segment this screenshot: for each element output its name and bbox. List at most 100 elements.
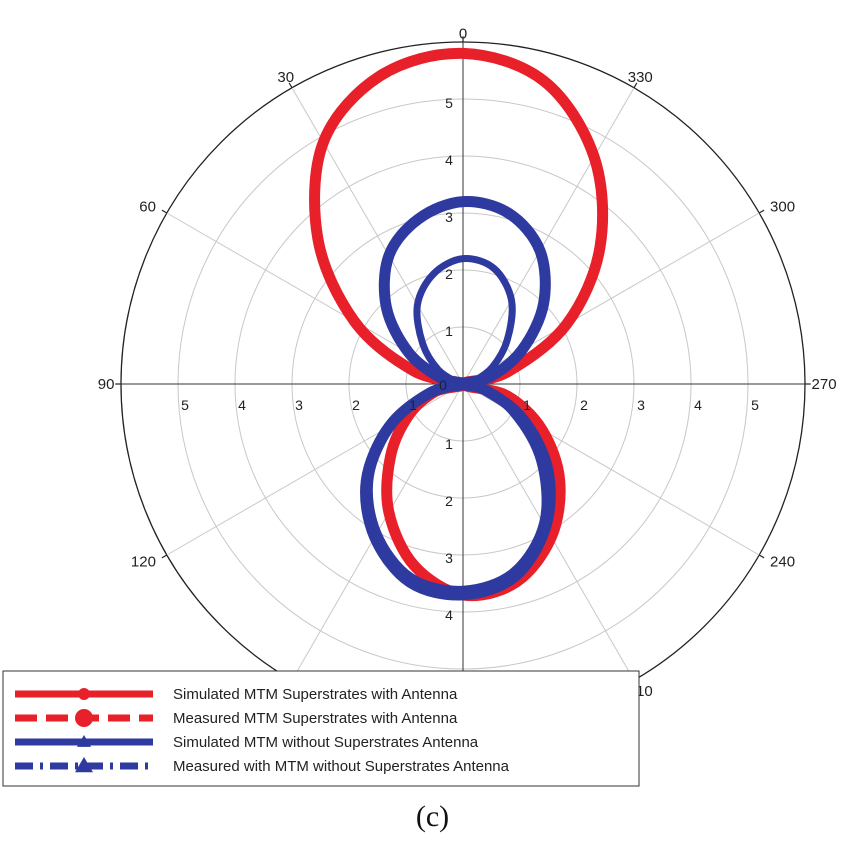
series-2-point-15 (556, 477, 563, 484)
series-line-2 (311, 49, 607, 600)
series-4-point-15 (536, 457, 543, 464)
series-4-point-4 (435, 366, 442, 373)
spoke-tick-120 (161, 554, 168, 559)
series-4-point-2 (414, 302, 421, 309)
series-4-point-23 (490, 265, 497, 272)
legend: Simulated MTM Superstrates with Antenna M… (2, 670, 640, 787)
series-4-point-19 (471, 378, 478, 385)
series-4-point-20 (489, 363, 496, 370)
series-layer (309, 47, 609, 602)
series-4-point-3 (419, 340, 426, 347)
r-tick-left-4: 4 (238, 397, 246, 413)
r-tick-left-3: 3 (295, 397, 303, 413)
series-3-point-21 (539, 299, 548, 308)
series-2-point-5 (410, 367, 417, 374)
series-4-point-11 (408, 573, 415, 580)
r-tick-top-4: 4 (445, 152, 453, 168)
r-tick-0: 0 (439, 377, 447, 393)
legend-label-3: Simulated MTM without Superstrates Anten… (173, 734, 479, 751)
series-2-point-14 (548, 534, 555, 541)
legend-marker-3 (77, 735, 91, 747)
series-2-point-20 (563, 321, 570, 328)
series-4-point-7 (432, 388, 439, 395)
series-4-point-5 (454, 379, 461, 386)
series-2-point-21 (597, 243, 604, 250)
polar-grid (115, 36, 811, 732)
series-4-point-14 (539, 519, 546, 526)
r-tick-left-1: 1 (409, 397, 417, 413)
angle-label-300: 300 (770, 199, 795, 216)
series-3-point-2 (384, 251, 393, 260)
series-4-point-10 (374, 529, 381, 536)
series-3-point-12 (459, 590, 467, 599)
r-tick-right-2: 2 (580, 397, 588, 413)
angle-label-0: 0 (459, 25, 467, 42)
series-4-point-17 (476, 385, 483, 392)
series-3-point-0 (459, 197, 467, 206)
series-2-point-11 (411, 562, 418, 569)
figure-caption: (c) (415, 800, 450, 833)
r-tick-bottom-1: 1 (445, 436, 453, 452)
angle-label-240: 240 (770, 553, 795, 570)
series-3-point-23 (504, 209, 513, 218)
legend-marker-2 (75, 709, 93, 727)
series-3-point-22 (535, 246, 544, 255)
series-4-point-16 (509, 409, 516, 416)
r-tick-top-3: 3 (445, 209, 453, 225)
series-4-point-8 (390, 420, 397, 427)
r-tick-right-5: 5 (751, 397, 759, 413)
r-tick-top-2: 2 (445, 266, 453, 282)
series-2-point-10 (385, 509, 392, 516)
series-3-point-1 (414, 214, 423, 223)
spoke-tick-30 (288, 82, 293, 89)
angle-label-120: 120 (131, 553, 156, 570)
angle-label-270: 270 (812, 376, 837, 393)
r-tick-bottom-3: 3 (445, 550, 453, 566)
legend-label-1: Simulated MTM Superstrates with Antenna (173, 686, 458, 703)
legend-marker-4 (75, 757, 93, 773)
series-4-point-0 (460, 255, 466, 262)
series-3-point-20 (518, 345, 527, 354)
spoke-tick-240 (758, 554, 765, 559)
series-2-point-0 (460, 50, 466, 57)
r-tick-left-2: 2 (352, 397, 360, 413)
series-2-point-4 (351, 318, 358, 325)
legend-marker-1 (78, 688, 90, 700)
legend-label-2: Measured MTM Superstrates with Antenna (173, 710, 458, 727)
series-3-point-15 (543, 464, 552, 473)
series-4-point-22 (508, 297, 515, 304)
series-4-point-9 (367, 473, 374, 480)
r-tick-left-5: 5 (181, 397, 189, 413)
r-tick-top-1: 1 (445, 323, 453, 339)
series-2-point-1 (377, 72, 384, 79)
r-tick-right-4: 4 (694, 397, 702, 413)
series-4-point-21 (504, 336, 511, 343)
series-4-point-1 (430, 270, 437, 277)
series-3-point-4 (404, 348, 413, 357)
r-tick-right-3: 3 (637, 397, 645, 413)
r-tick-bottom-4: 4 (445, 607, 453, 623)
r-tick-top-5: 5 (445, 95, 453, 111)
series-3-point-3 (382, 303, 391, 312)
r-tick-bottom-2: 2 (445, 493, 453, 509)
angle-label-60: 60 (139, 199, 156, 216)
series-2-point-22 (591, 153, 598, 160)
series-4-point-18 (460, 381, 466, 387)
spoke-tick-300 (758, 209, 765, 214)
series-2-point-2 (320, 139, 327, 146)
angle-label-90: 90 (98, 376, 115, 393)
spoke-tick-330 (633, 82, 638, 89)
angle-label-30: 30 (277, 69, 294, 86)
series-4-point-12 (460, 586, 466, 593)
series-2-point-9 (387, 453, 394, 460)
series-4-point-13 (510, 568, 517, 575)
legend-box (2, 670, 640, 787)
series-2-point-16 (538, 426, 545, 433)
legend-label-4: Measured with MTM without Superstrates A… (173, 758, 510, 775)
spoke-tick-60 (161, 209, 168, 214)
spoke-330 (462, 87, 635, 385)
series-2-point-23 (541, 78, 548, 85)
r-tick-right-1: 1 (523, 397, 531, 413)
series-2-point-3 (314, 235, 321, 242)
